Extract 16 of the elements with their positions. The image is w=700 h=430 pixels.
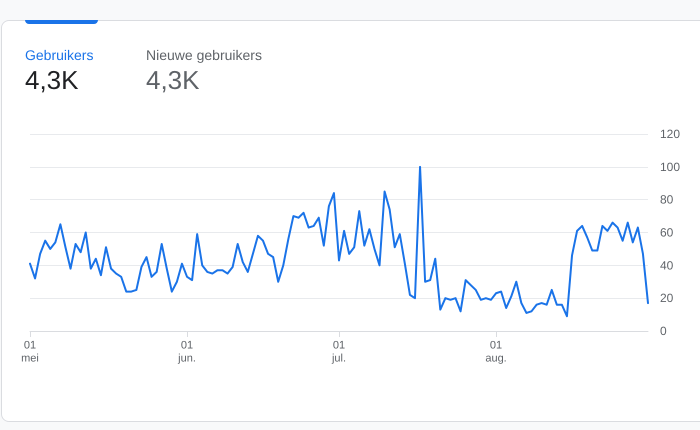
text: 4,3K — [25, 65, 80, 96]
text: Nieuwe gebruikers — [146, 47, 262, 63]
x-tick-label: 01 mei — [21, 340, 39, 364]
x-tick-label: 01 jun. — [177, 340, 196, 364]
text: 4,3K — [146, 65, 200, 96]
y-tick-label: 20 — [660, 291, 674, 306]
x-tick-label: 01 jul. — [330, 340, 346, 364]
y-tick-label: 120 — [660, 127, 680, 141]
line-series — [29, 166, 649, 318]
y-tick-label: 100 — [660, 160, 680, 174]
y-tick-label: 40 — [660, 258, 674, 272]
y-tick-label: 80 — [660, 192, 674, 207]
y-tick-label: 60 — [660, 226, 674, 240]
x-tick-label: 01 aug. — [485, 340, 507, 364]
y-tick-label: 0 — [660, 324, 667, 338]
text: Gebruikers — [25, 47, 94, 63]
